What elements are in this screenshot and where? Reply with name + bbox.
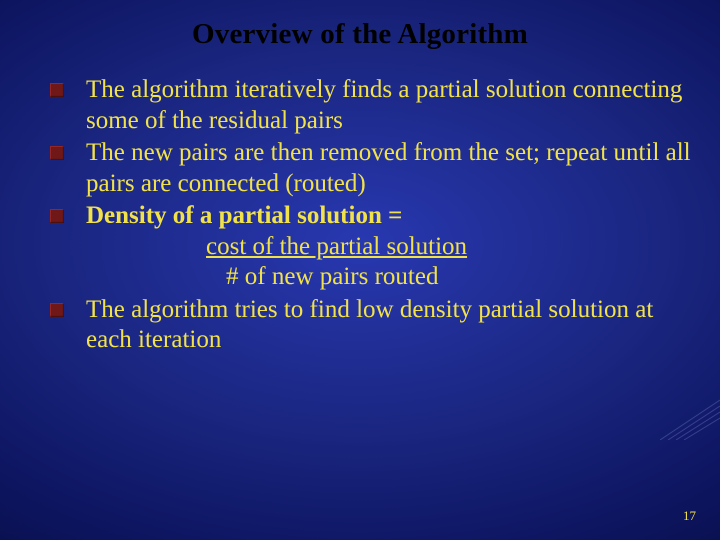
bullet-list: The algorithm iteratively finds a partia… — [28, 75, 692, 356]
decorative-lines-icon — [660, 380, 720, 440]
fraction-denominator-wrap: # of new pairs routed — [86, 262, 692, 293]
bullet-text: The algorithm tries to find low density … — [86, 296, 653, 354]
bullet-text: The new pairs are then removed from the … — [86, 139, 691, 197]
bullet-item: The new pairs are then removed from the … — [46, 138, 692, 199]
bullet-item: Density of a partial solution = cost of … — [46, 201, 692, 293]
slide-title: Overview of the Algorithm — [28, 18, 692, 51]
bullet-item: The algorithm tries to find low density … — [46, 295, 692, 356]
slide: Overview of the Algorithm The algorithm … — [0, 0, 720, 540]
fraction-denominator: # of new pairs routed — [226, 263, 438, 290]
bullet-text: The algorithm iteratively finds a partia… — [86, 76, 682, 134]
page-number: 17 — [683, 508, 696, 524]
density-label: Density of a partial solution = — [86, 202, 402, 229]
bullet-item: The algorithm iteratively finds a partia… — [46, 75, 692, 136]
fraction: cost of the partial solution — [86, 232, 692, 263]
fraction-numerator: cost of the partial solution — [206, 232, 467, 263]
